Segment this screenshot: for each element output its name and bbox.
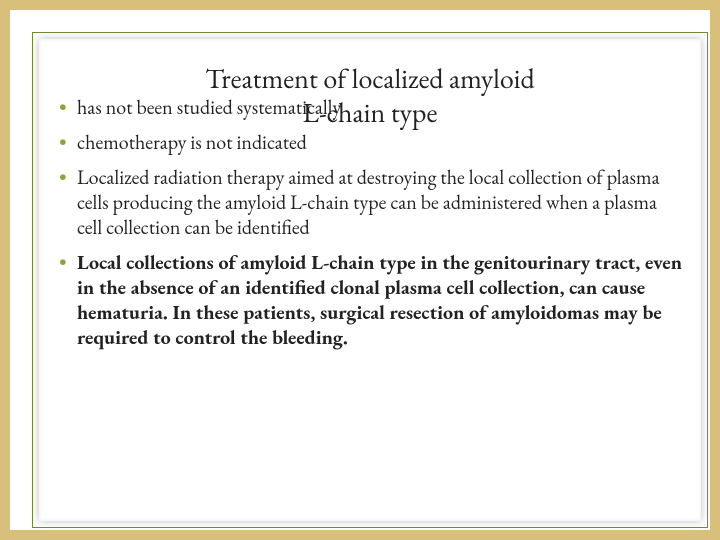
list-item: has not been studied systematically bbox=[59, 95, 683, 120]
list-item: Local collections of amyloid L-chain typ… bbox=[59, 250, 683, 350]
slide-green-border: Treatment of localized amyloid L-chain t… bbox=[32, 32, 708, 528]
bullet-text: Local collections of amyloid L-chain typ… bbox=[77, 249, 682, 350]
slide-content-area: Treatment of localized amyloid L-chain t… bbox=[39, 39, 701, 521]
bullet-text: Localized radiation therapy aimed at des… bbox=[77, 164, 660, 240]
bullet-text: chemotherapy is not indicated bbox=[77, 129, 307, 155]
bullet-text: has not been studied systematically bbox=[77, 94, 341, 120]
list-item: chemotherapy is not indicated bbox=[59, 130, 683, 155]
list-item: Localized radiation therapy aimed at des… bbox=[59, 165, 683, 240]
title-line-1: Treatment of localized amyloid bbox=[205, 61, 534, 97]
bullet-list: has not been studied systematically chem… bbox=[59, 95, 683, 360]
slide-outer-paper: Treatment of localized amyloid L-chain t… bbox=[10, 10, 710, 530]
